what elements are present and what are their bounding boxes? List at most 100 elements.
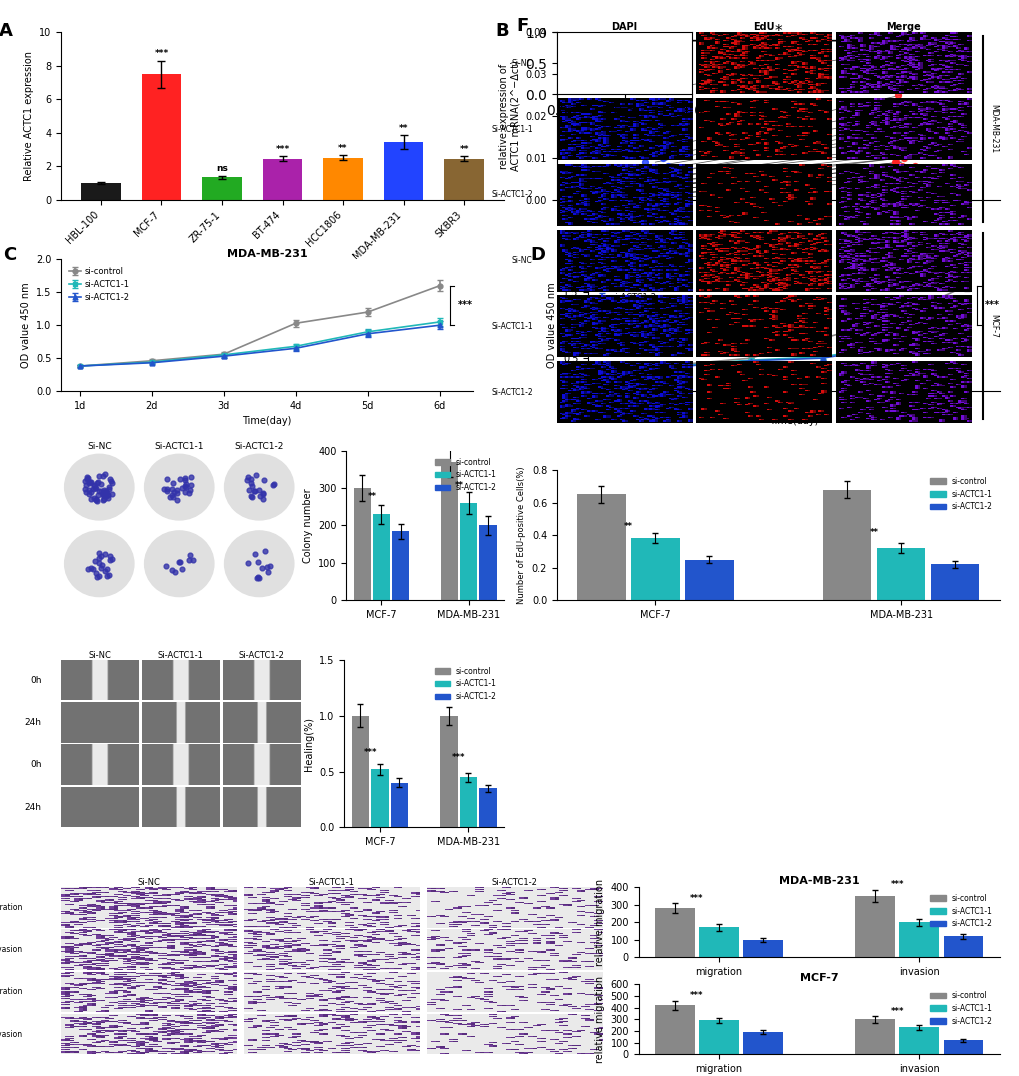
Point — [884, 99, 901, 116]
Point — [250, 568, 266, 585]
Bar — [202, 178, 242, 200]
Point — [86, 478, 102, 495]
Point — [102, 470, 118, 487]
Text: migration: migration — [0, 988, 22, 996]
Point — [172, 554, 189, 571]
Text: ns: ns — [216, 165, 227, 173]
Legend: si-control, si-ACTC1-1, si-ACTC1-2: si-control, si-ACTC1-1, si-ACTC1-2 — [926, 988, 995, 1029]
Point — [658, 83, 675, 100]
Point — [176, 478, 193, 495]
Point — [88, 480, 104, 497]
Title: MCF-7: MCF-7 — [773, 249, 812, 258]
Point — [882, 141, 899, 158]
Point — [247, 483, 263, 500]
Bar — [876, 548, 924, 600]
Point — [659, 158, 676, 175]
Legend: si-control, si-ACTC1-1, si-ACTC1-2: si-control, si-ACTC1-1, si-ACTC1-2 — [431, 454, 499, 495]
Point — [99, 484, 115, 501]
Point — [649, 166, 665, 183]
Point — [95, 484, 111, 501]
Point — [184, 551, 201, 568]
Text: ***: *** — [451, 753, 465, 762]
Point — [165, 483, 181, 500]
Point — [642, 170, 658, 187]
Point — [76, 481, 93, 498]
Point — [81, 485, 97, 502]
Point — [652, 179, 668, 196]
Text: ***: *** — [154, 49, 168, 58]
Point — [99, 567, 115, 584]
Bar — [930, 565, 978, 600]
Point — [244, 489, 260, 506]
Point — [181, 547, 198, 564]
Bar — [943, 1040, 982, 1054]
Point — [96, 483, 112, 500]
Legend: si-control, si-ACTC1-1, si-ACTC1-2: si-control, si-ACTC1-1, si-ACTC1-2 — [926, 891, 995, 932]
Text: **: ** — [459, 145, 469, 154]
Point — [656, 187, 673, 204]
Text: **: ** — [624, 522, 633, 530]
Point — [93, 548, 109, 565]
Point — [85, 560, 101, 577]
Point — [81, 475, 97, 492]
Point — [647, 183, 663, 200]
Bar — [698, 928, 738, 958]
Text: migration: migration — [0, 903, 22, 911]
Point — [86, 477, 102, 494]
Point — [654, 166, 671, 183]
Bar — [390, 782, 408, 827]
Legend: si-control, si-ACTC1-1, si-ACTC1-2: si-control, si-ACTC1-1, si-ACTC1-2 — [65, 264, 132, 306]
Point — [240, 481, 257, 498]
Point — [102, 548, 118, 565]
Title: MCF-7: MCF-7 — [799, 974, 838, 983]
Point — [249, 569, 265, 586]
Text: D: D — [530, 246, 545, 265]
Point — [182, 481, 199, 498]
Point — [243, 487, 259, 505]
Point — [177, 469, 194, 486]
Point — [88, 492, 104, 509]
Text: E: E — [42, 433, 54, 451]
Point — [906, 158, 922, 175]
Point — [91, 554, 107, 571]
Point — [176, 472, 193, 490]
Bar — [439, 716, 458, 827]
Point — [97, 563, 113, 580]
Point — [903, 128, 919, 145]
Text: F: F — [516, 17, 528, 34]
Point — [91, 567, 107, 584]
Point — [644, 174, 660, 192]
Bar — [460, 777, 477, 827]
Point — [178, 476, 195, 493]
Point — [85, 480, 101, 497]
Point — [88, 479, 104, 496]
Bar — [373, 514, 389, 600]
Point — [78, 470, 95, 487]
Legend: si-control, si-ACTC1-1, si-ACTC1-2: si-control, si-ACTC1-1, si-ACTC1-2 — [592, 264, 659, 306]
Point — [161, 489, 177, 506]
Text: MDA-MB-231: MDA-MB-231 — [302, 464, 311, 512]
Point — [89, 568, 105, 585]
Point — [636, 183, 652, 200]
Y-axis label: relative migration: relative migration — [594, 976, 604, 1063]
Y-axis label: relative migration: relative migration — [594, 879, 604, 965]
Bar — [479, 789, 496, 827]
Point — [103, 472, 119, 490]
Point — [95, 467, 111, 484]
Text: invasion: invasion — [0, 945, 22, 954]
Y-axis label: relative expression of
ACTC1 mRNA(2^−Δct): relative expression of ACTC1 mRNA(2^−Δct… — [498, 60, 520, 171]
Point — [656, 161, 673, 179]
Point — [79, 469, 96, 486]
Text: **: ** — [338, 144, 347, 153]
Point — [251, 482, 267, 499]
Y-axis label: OD value 450 nm: OD value 450 nm — [547, 282, 556, 368]
Bar — [654, 908, 694, 958]
Bar — [479, 525, 496, 600]
Text: 24h: 24h — [24, 803, 42, 811]
Point — [94, 556, 110, 574]
Point — [163, 486, 179, 504]
Text: *: * — [773, 24, 782, 39]
Ellipse shape — [224, 454, 293, 520]
Point — [246, 483, 262, 500]
Bar — [383, 142, 423, 200]
